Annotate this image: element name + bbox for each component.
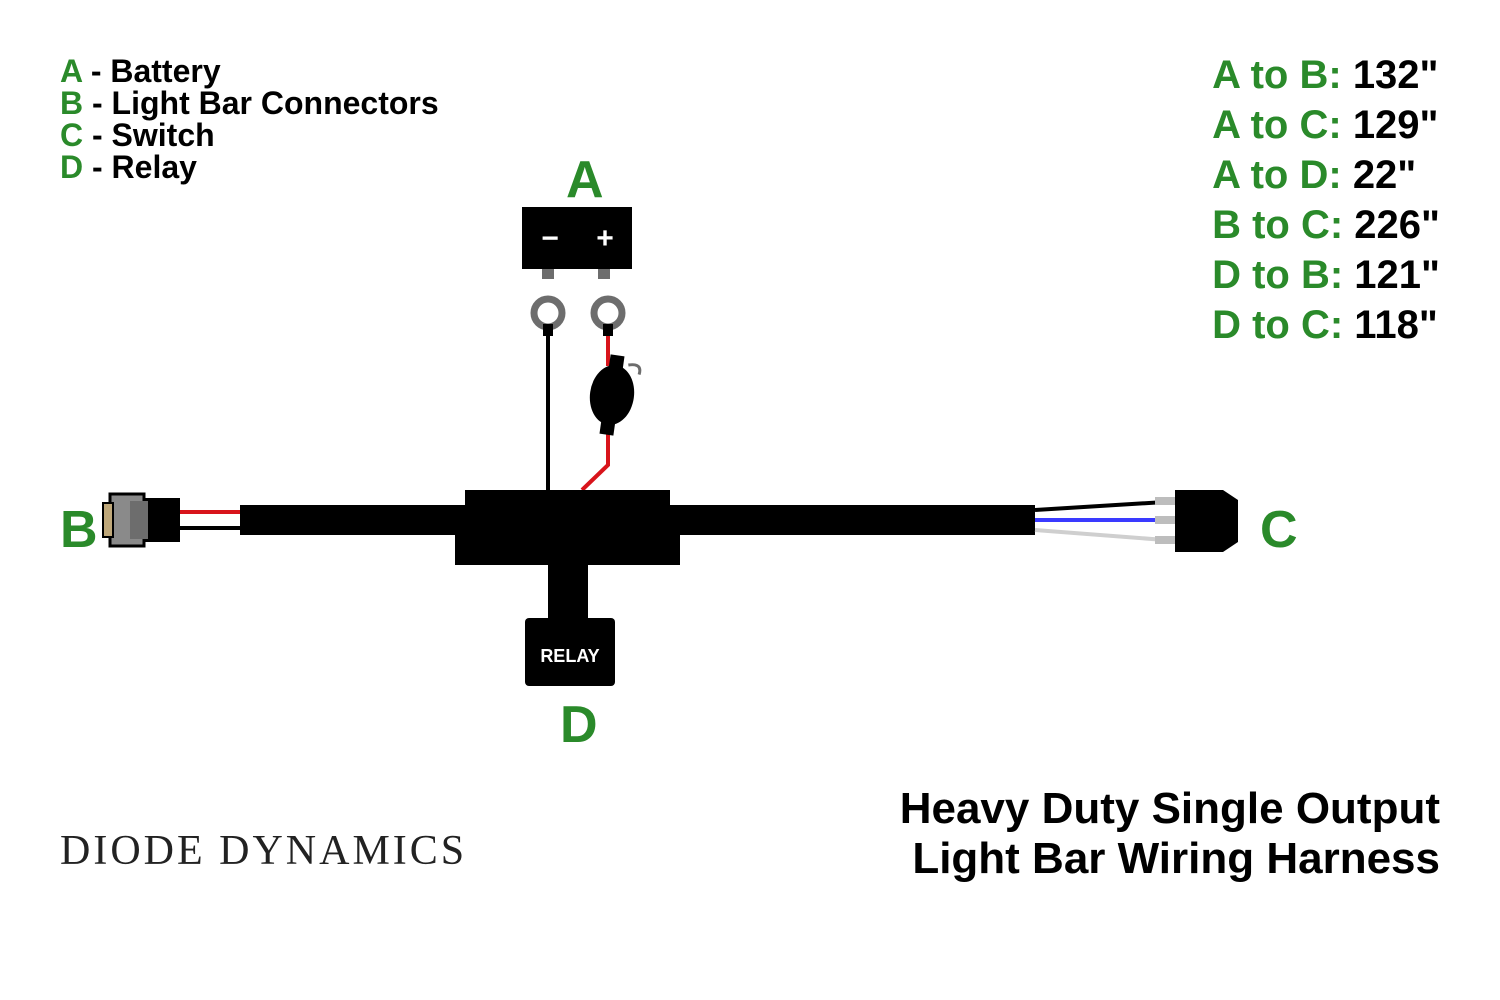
diagram-title: Heavy Duty Single Output Light Bar Wirin… <box>900 784 1440 885</box>
battery-plus: + <box>596 222 614 255</box>
fuse-holder-icon <box>585 352 642 438</box>
title-line: Light Bar Wiring Harness <box>900 834 1440 885</box>
harness-drop <box>548 565 588 620</box>
light-bar-connector-icon <box>103 494 240 546</box>
battery-terminal <box>598 269 610 279</box>
harness-main <box>240 490 1035 565</box>
relay-label: RELAY <box>540 646 599 666</box>
ring-crimp <box>543 324 553 336</box>
ring-crimp <box>603 324 613 336</box>
battery-minus: − <box>541 222 559 255</box>
battery-icon <box>522 207 632 269</box>
ring-terminal-icon <box>594 299 622 327</box>
brand-logo: DIODE DYNAMICS <box>60 827 467 875</box>
title-line: Heavy Duty Single Output <box>900 784 1440 835</box>
switch-connector-icon <box>1035 490 1238 552</box>
ring-terminal-icon <box>534 299 562 327</box>
battery-terminal <box>542 269 554 279</box>
